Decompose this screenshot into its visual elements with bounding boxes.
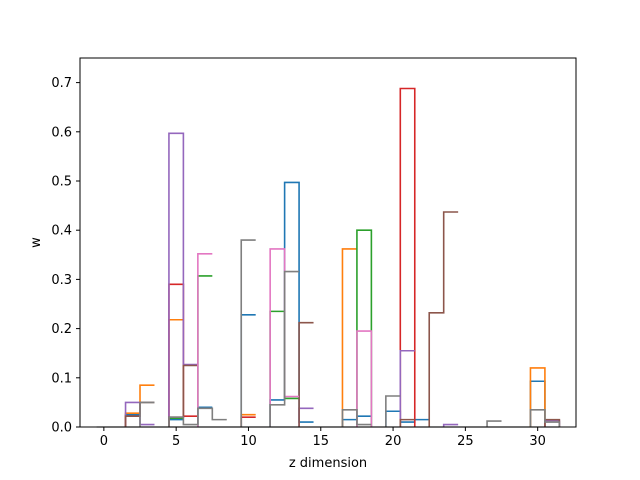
x-tick-label: 10: [240, 434, 257, 449]
x-tick-label: 0: [100, 434, 108, 449]
histogram-series-8: [139, 239, 561, 427]
y-tick-label: 0.7: [51, 76, 72, 91]
y-tick-label: 0.5: [51, 175, 72, 190]
y-axis: 0.0 0.1 0.2 0.3 0.4 0.5 0.6 0.7: [51, 76, 80, 436]
y-tick-label: 0.4: [51, 224, 72, 239]
axes-frame: [79, 57, 577, 428]
y-tick-label: 0.0: [51, 421, 72, 436]
y-tick-label: 0.2: [51, 322, 72, 337]
x-tick-label: 20: [385, 434, 402, 449]
y-axis-label: w: [29, 237, 44, 248]
x-axis: 0 5 10 15 20 25 30: [100, 427, 546, 449]
y-tick-label: 0.1: [51, 371, 72, 386]
histogram-series-7: [197, 248, 373, 427]
x-axis-label: z dimension: [289, 456, 367, 471]
x-tick-label: 25: [457, 434, 474, 449]
x-tick-label: 30: [529, 434, 546, 449]
x-tick-label: 15: [312, 434, 329, 449]
y-tick-label: 0.6: [51, 125, 72, 140]
y-tick-label: 0.3: [51, 273, 72, 288]
x-tick-label: 5: [172, 434, 180, 449]
